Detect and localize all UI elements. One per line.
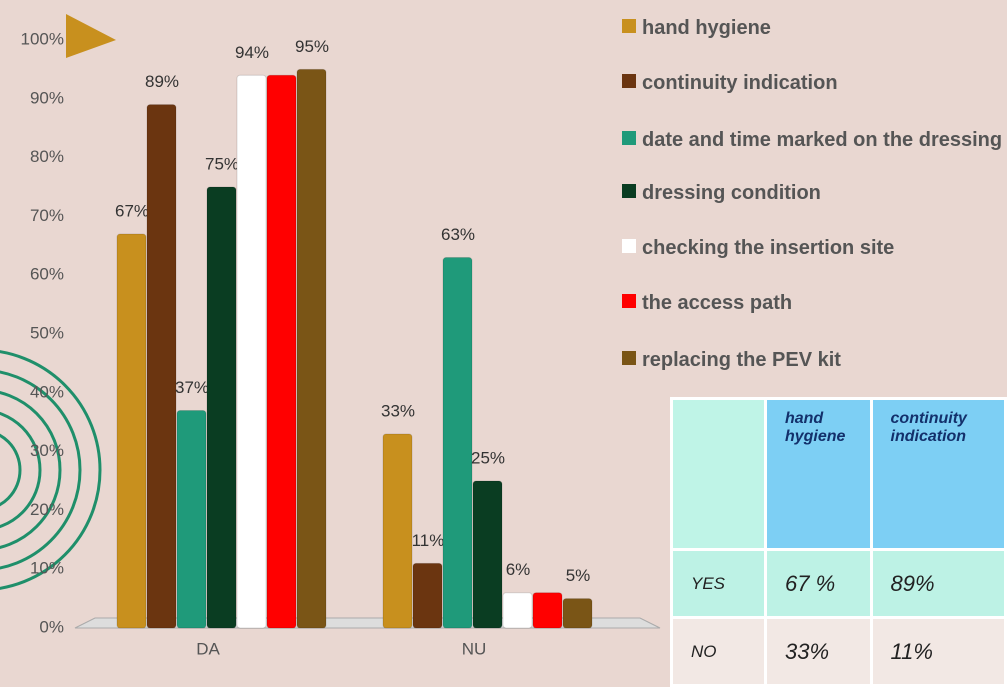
legend-label: replacing the PEV kit	[642, 349, 841, 371]
cell: 11%	[869, 616, 1007, 687]
y-tick-label: 10%	[30, 559, 64, 578]
data-label: 6%	[506, 560, 531, 579]
legend-item: checking the insertion site	[622, 238, 1007, 258]
header-cell: hand hygiene	[763, 397, 873, 551]
bar	[502, 592, 533, 629]
legend-item: replacing the PEV kit	[622, 350, 1007, 370]
legend-swatch	[622, 239, 636, 253]
legend-label: hand hygiene	[642, 17, 771, 39]
y-tick-label: 100%	[21, 29, 64, 48]
data-label: 75%	[205, 154, 239, 173]
data-label: 89%	[145, 72, 179, 91]
y-tick-label: 40%	[30, 382, 64, 401]
page: 0% 10% 20% 30% 40% 50% 60% 70% 80% 90% 100% DA 67% 89…	[0, 14, 1007, 687]
bar	[236, 74, 267, 629]
legend-label: the access path	[642, 292, 793, 314]
cell: 33%	[763, 616, 873, 687]
x-tick-label: NU	[462, 639, 487, 658]
y-tick-label: 20%	[30, 500, 64, 519]
row-label: NO	[670, 616, 767, 687]
data-label: 95%	[295, 37, 329, 56]
chart: 0% 10% 20% 30% 40% 50% 60% 70% 80% 90% 100% DA 67% 89…	[0, 14, 661, 658]
legend-label: checking the insertion site	[642, 237, 895, 259]
bar	[532, 592, 563, 629]
y-tick-label: 0%	[39, 617, 64, 636]
data-label: 67%	[115, 202, 149, 221]
bar	[442, 257, 473, 629]
bar	[562, 598, 593, 629]
y-tick-label: 30%	[30, 441, 64, 460]
y-tick-label: 80%	[30, 147, 64, 166]
data-label: 11%	[412, 531, 445, 550]
data-label: 5%	[566, 566, 591, 585]
bar	[176, 409, 207, 629]
legend-swatch	[622, 184, 636, 198]
legend-swatch	[622, 131, 636, 145]
row-label: YES	[670, 548, 767, 619]
legend-label: date and time marked on the dressing	[642, 129, 1003, 151]
x-tick-label: DA	[196, 639, 220, 658]
legend-swatch	[622, 351, 636, 365]
bar	[116, 233, 147, 629]
corner-cell	[670, 397, 767, 551]
legend-item: the access path	[622, 293, 1007, 313]
bar	[206, 186, 237, 629]
data-label: 37%	[175, 378, 209, 397]
cell: 67 %	[763, 548, 873, 619]
cell: 89%	[869, 548, 1007, 619]
decor-triangle	[66, 14, 116, 58]
data-label: 25%	[471, 448, 505, 467]
legend-label: dressing condition	[642, 182, 821, 204]
legend-item: continuity indication	[622, 73, 1007, 93]
legend-swatch	[622, 294, 636, 308]
decor-circles	[0, 350, 102, 590]
header-cell: continuity indication	[869, 397, 1007, 551]
y-tick-label: 60%	[30, 265, 64, 284]
data-label: 94%	[235, 43, 269, 62]
bar	[296, 68, 327, 629]
legend-label: continuity indication	[642, 72, 838, 94]
data-table: hand hygiene continuity indication YES 67…	[670, 397, 1007, 687]
bar	[472, 480, 503, 629]
bar	[382, 433, 413, 629]
bar	[146, 104, 177, 629]
y-tick-label: 70%	[30, 206, 64, 225]
legend-item: dressing condition	[622, 183, 1007, 203]
bar	[412, 562, 443, 629]
bar	[266, 74, 297, 629]
data-label: 63%	[441, 225, 475, 244]
legend-swatch	[622, 74, 636, 88]
data-label: 33%	[381, 401, 415, 420]
legend-swatch	[622, 19, 636, 33]
y-tick-label: 90%	[30, 88, 64, 107]
y-tick-label: 50%	[30, 323, 64, 342]
legend-item: date and time marked on the dressing	[622, 130, 1007, 150]
legend-item: hand hygiene	[622, 18, 1007, 38]
